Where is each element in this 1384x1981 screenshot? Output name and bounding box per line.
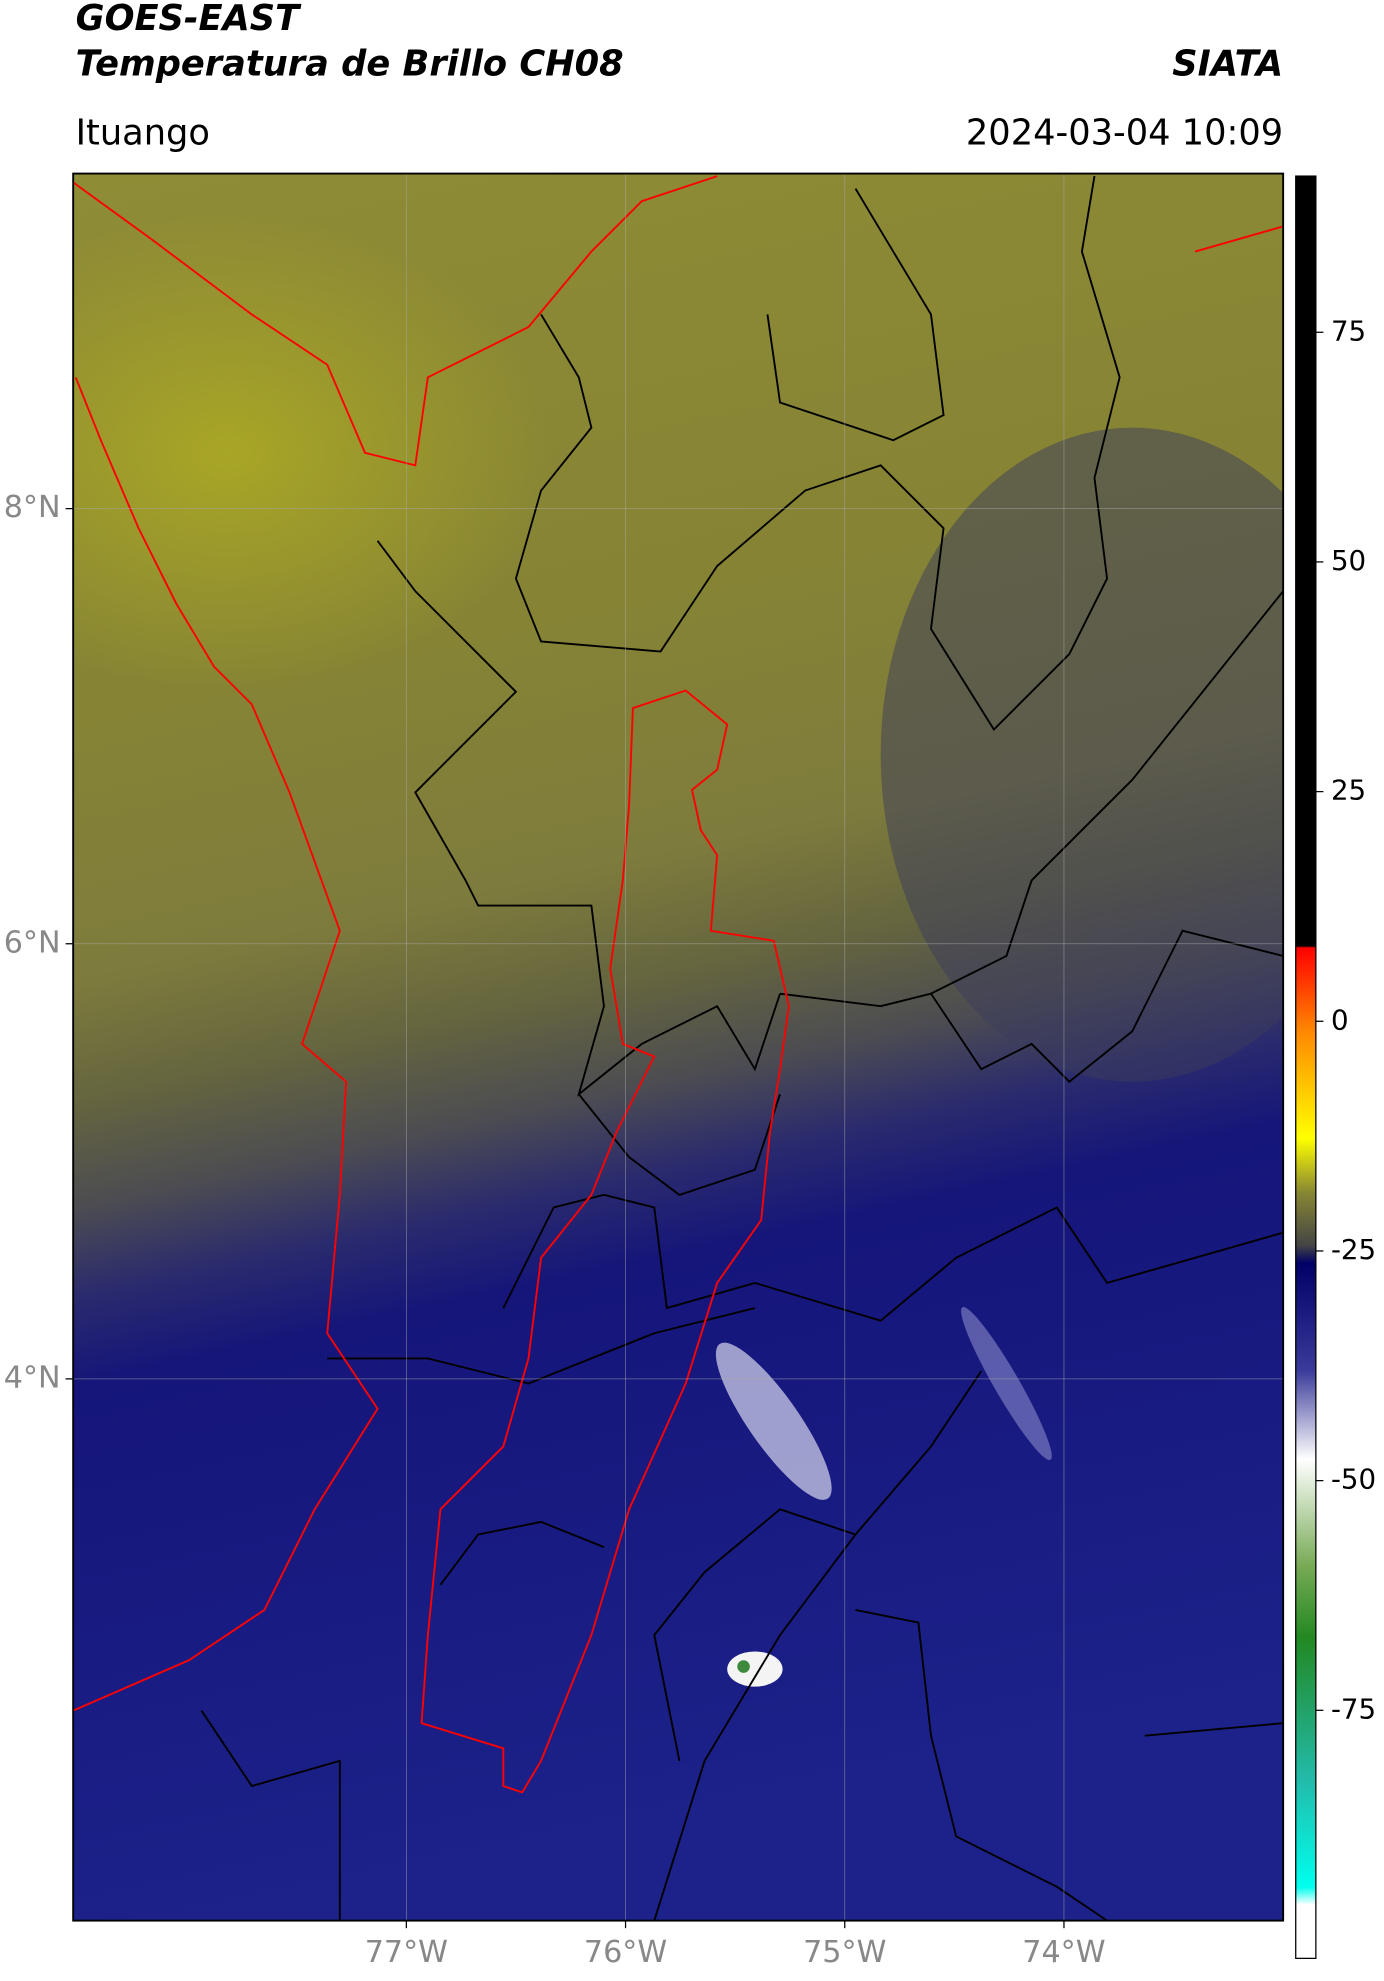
y-tick-label: 6°N: [4, 925, 61, 960]
colorbar-tick-label: -25: [1331, 1233, 1376, 1266]
map: [73, 173, 1284, 1921]
cool-area: [880, 427, 1284, 1082]
datetime: 2024-03-04 10:09: [966, 113, 1283, 154]
cloud: [961, 1307, 1052, 1461]
x-tick-label: 76°W: [584, 1935, 667, 1970]
x-tick-label: 77°W: [365, 1935, 448, 1970]
colorbar-tick-label: -50: [1331, 1463, 1376, 1496]
x-tick-label: 74°W: [1022, 1935, 1105, 1970]
cloud-core: [737, 1660, 750, 1673]
outlines: [73, 175, 1284, 1794]
x-tick-label: 75°W: [803, 1935, 886, 1970]
borders: [200, 175, 1284, 1921]
warm-area: [73, 213, 554, 692]
colorbar-tick-label: 25: [1331, 774, 1366, 807]
source: SIATA: [1172, 43, 1283, 84]
colorbar-tick-label: -75: [1331, 1692, 1376, 1725]
colorbar: [1295, 175, 1317, 1959]
colorbar-tick-label: 0: [1331, 1003, 1349, 1036]
subtitle: Temperatura de Brillo CH08: [76, 43, 624, 84]
colorbar-tick-label: 75: [1331, 314, 1366, 347]
y-tick-label: 4°N: [4, 1360, 61, 1395]
cloud: [727, 1651, 783, 1687]
title: GOES-EAST: [76, 0, 302, 39]
axes: 77°W 76°W 75°W 74°W 4°N 6°N 8°N 75 50 25 0 -25 -50 -7…: [4, 314, 1376, 1970]
map-frame: [72, 172, 1285, 1922]
location: Ituango: [76, 113, 210, 154]
cloud: [715, 1342, 832, 1500]
grid: [73, 173, 1284, 1921]
y-tick-label: 8°N: [4, 490, 61, 525]
colorbar-tick-label: 50: [1331, 544, 1366, 577]
